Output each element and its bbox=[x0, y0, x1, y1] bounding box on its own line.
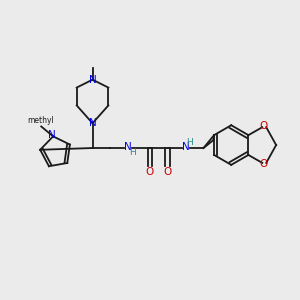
Text: O: O bbox=[164, 167, 172, 177]
Text: N: N bbox=[89, 118, 96, 128]
Text: O: O bbox=[259, 121, 267, 131]
Text: N: N bbox=[182, 142, 190, 152]
Text: N: N bbox=[124, 142, 132, 152]
Text: H: H bbox=[186, 138, 193, 147]
Text: methyl: methyl bbox=[27, 116, 54, 125]
Text: O: O bbox=[146, 167, 154, 177]
Text: N: N bbox=[89, 75, 96, 85]
Text: N: N bbox=[48, 130, 56, 140]
Text: H: H bbox=[129, 148, 136, 158]
Text: O: O bbox=[259, 159, 267, 169]
